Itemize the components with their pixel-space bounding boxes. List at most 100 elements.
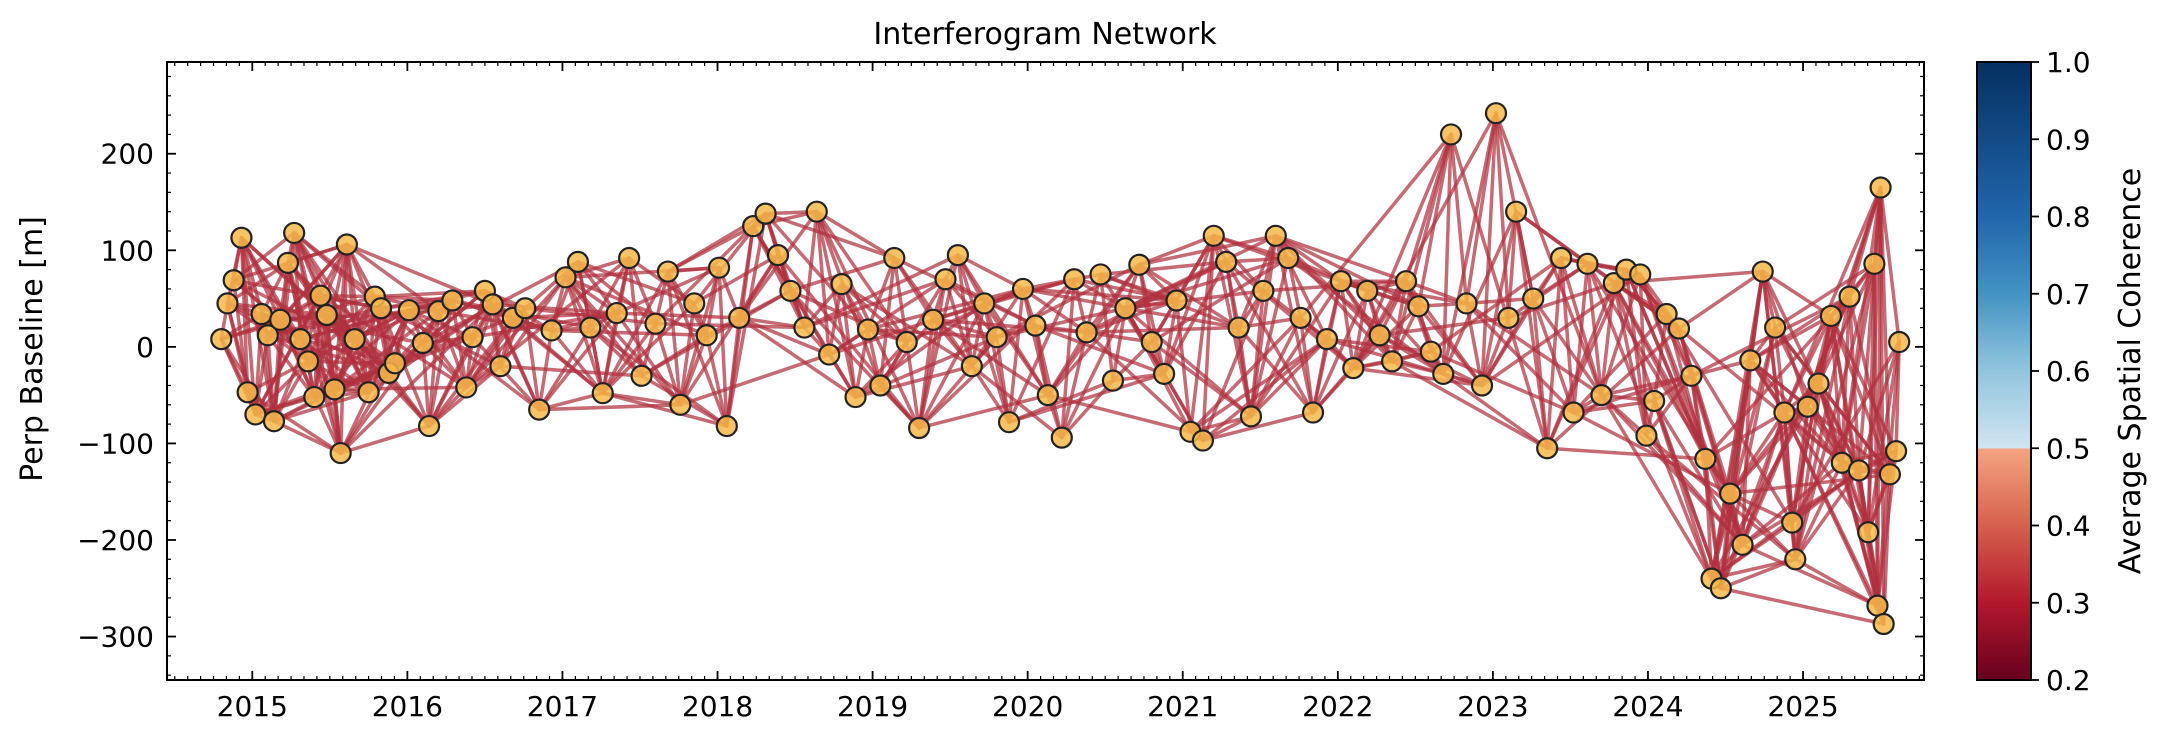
- interferogram-edge: [266, 333, 276, 423]
- colorbar-tick-label: 0.3: [2046, 587, 2091, 620]
- acquisition-point: [489, 355, 512, 378]
- interferogram-edge: [338, 424, 431, 455]
- interferogram-edge: [373, 289, 487, 299]
- interferogram-edge: [917, 277, 1076, 430]
- acquisition-point: [1872, 612, 1895, 636]
- interferogram-edge: [614, 311, 741, 320]
- acquisition-point: [1796, 395, 1819, 418]
- acquisition-point: [1576, 252, 1599, 275]
- y-tick-label: 0: [136, 331, 154, 364]
- interferogram-edge: [1480, 209, 1518, 388]
- acquisition-point: [1807, 372, 1830, 395]
- interferogram-edge: [450, 298, 469, 390]
- interferogram-edge: [815, 209, 858, 399]
- interferogram-edge: [1404, 132, 1453, 283]
- acquisition-point: [1863, 252, 1886, 275]
- acquisition-point: [1264, 224, 1287, 247]
- acquisition-point: [960, 355, 983, 378]
- interferogram-edge: [1390, 359, 1549, 450]
- acquisition-point: [1484, 102, 1508, 125]
- interferogram-edge: [627, 256, 658, 326]
- interferogram-edge: [1793, 460, 1844, 562]
- acquisition-point: [1432, 362, 1455, 385]
- acquisition-point: [1869, 176, 1892, 199]
- interferogram-edge: [1464, 111, 1498, 306]
- acquisition-point: [728, 306, 751, 329]
- acquisition-point: [1036, 384, 1059, 407]
- acquisition-point: [644, 312, 667, 335]
- interferogram-edge: [1188, 234, 1216, 434]
- acquisition-point: [411, 331, 434, 355]
- y-tick-label: 200: [101, 138, 154, 171]
- interferogram-edge: [839, 282, 858, 399]
- interferogram-edge: [1060, 277, 1076, 440]
- interferogram-edge: [1624, 267, 1649, 438]
- interferogram-edge: [1149, 256, 1290, 344]
- acquisition-point: [618, 246, 641, 270]
- acquisition-point: [303, 385, 326, 409]
- interferogram-edge: [1748, 269, 1765, 363]
- acquisition-point: [297, 350, 320, 373]
- acquisition-point: [1667, 317, 1691, 340]
- interferogram-edge: [1793, 557, 1880, 608]
- interferogram-edge: [1599, 393, 1714, 581]
- interferogram-edge: [1773, 262, 1877, 330]
- interferogram-edge: [1644, 374, 1694, 438]
- interferogram-edge: [1480, 111, 1498, 388]
- acquisition-point: [1380, 350, 1404, 373]
- interferogram-edge: [338, 242, 349, 455]
- acquisition-point: [1629, 263, 1652, 286]
- x-tick-label: 2015: [217, 690, 288, 723]
- acquisition-point: [805, 200, 828, 223]
- interferogram-edge: [1111, 306, 1128, 383]
- colorbar-tick-label: 0.8: [2046, 201, 2091, 234]
- acquisition-point: [514, 297, 537, 320]
- interferogram-edge: [588, 325, 605, 395]
- acquisition-point: [985, 326, 1008, 349]
- interferogram-edge: [537, 325, 593, 412]
- acquisition-point: [1773, 401, 1796, 424]
- acquisition-point: [262, 410, 286, 433]
- x-tick-label: 2024: [1612, 690, 1683, 723]
- interferogram-edge: [956, 253, 1011, 424]
- y-tick-label: 100: [101, 234, 154, 267]
- interferogram-edge: [614, 311, 683, 407]
- interferogram-edge: [737, 316, 858, 399]
- acquisition-point: [1419, 340, 1442, 363]
- interferogram-edge: [345, 242, 371, 394]
- acquisition-point: [715, 414, 738, 438]
- interferogram-edge: [892, 256, 909, 344]
- acquisition-point: [1838, 285, 1861, 308]
- interferogram-edge: [1494, 111, 1511, 320]
- acquisition-point: [830, 272, 853, 296]
- interferogram-edge: [1212, 234, 1266, 293]
- acquisition-point: [1202, 224, 1225, 247]
- acquisition-point: [1719, 482, 1742, 505]
- interferogram-edge: [1224, 260, 1356, 370]
- acquisition-point: [1277, 246, 1300, 270]
- y-tick-label: −300: [77, 621, 154, 654]
- interferogram-edge: [692, 253, 780, 306]
- colorbar-tick-label: 0.5: [2046, 432, 2091, 465]
- colorbar-tick-label: 0.4: [2046, 510, 2091, 543]
- interferogram-edge: [878, 256, 897, 388]
- acquisition-point: [1342, 357, 1365, 380]
- interferogram-edge: [802, 209, 819, 330]
- interferogram-edge: [1084, 263, 1142, 335]
- interferogram-edge: [653, 321, 683, 407]
- interferogram-edge: [717, 265, 729, 428]
- acquisition-point: [908, 416, 931, 440]
- acquisition-point: [1784, 548, 1807, 571]
- x-tick-label: 2020: [992, 690, 1063, 723]
- interferogram-edge: [1298, 316, 1315, 415]
- acquisition-point: [216, 292, 239, 315]
- y-axis: 200 100 0 −100 −200 −300: [77, 75, 1924, 676]
- acquisition-point: [579, 316, 602, 339]
- acquisition-point: [1089, 263, 1112, 286]
- interferogram-edge: [737, 224, 755, 320]
- acquisition-point: [315, 303, 338, 327]
- interferogram-edge: [1162, 260, 1228, 376]
- x-tick-label: 2022: [1302, 690, 1373, 723]
- interferogram-edge: [1740, 358, 1753, 547]
- acquisition-point: [1643, 389, 1666, 413]
